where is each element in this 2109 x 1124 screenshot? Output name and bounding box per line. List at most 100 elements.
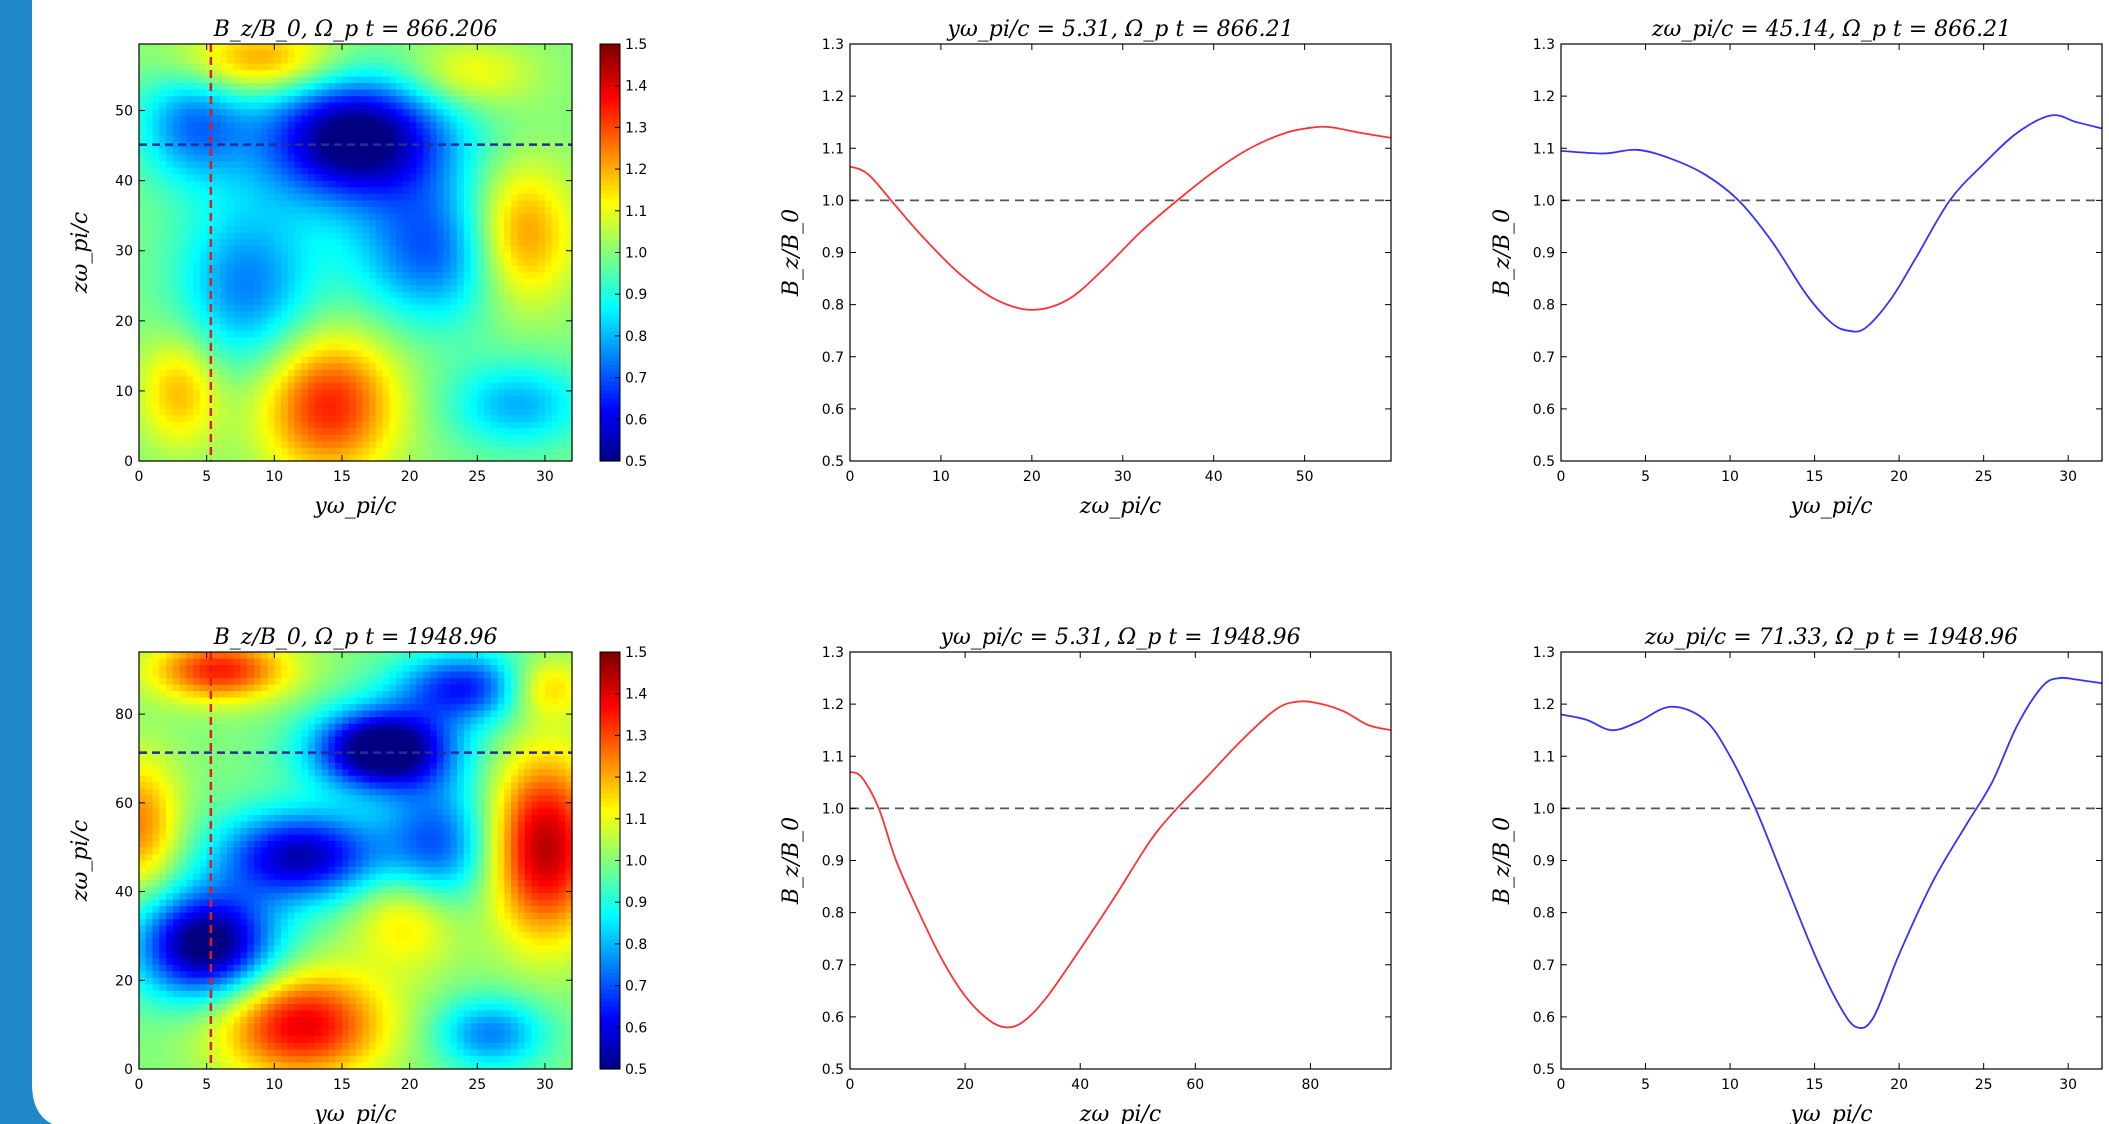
heatmap-cell xyxy=(382,50,390,58)
heatmap-cell xyxy=(450,193,458,201)
heatmap-cell xyxy=(396,115,404,123)
heatmap-cell xyxy=(152,1010,160,1018)
heatmap-cell xyxy=(429,245,438,254)
heatmap-cell xyxy=(267,89,275,97)
heatmap-cell xyxy=(551,213,560,221)
heatmap-cell xyxy=(314,369,323,377)
heatmap-cell xyxy=(193,454,201,462)
heatmap-cell xyxy=(193,343,201,351)
heatmap-cell xyxy=(531,200,539,208)
heatmap-cell xyxy=(145,1049,154,1057)
heatmap-cell xyxy=(375,109,384,117)
heatmap-cell xyxy=(186,187,194,195)
heatmap-cell xyxy=(172,945,181,953)
heatmap-cell xyxy=(199,154,208,162)
heatmap-cell xyxy=(443,83,451,91)
heatmap-cell xyxy=(186,795,194,803)
heatmap-cell xyxy=(301,298,309,306)
heatmap-cell xyxy=(348,402,357,410)
heatmap-cell xyxy=(199,389,208,397)
heatmap-cell xyxy=(145,1062,154,1070)
heatmap-cell xyxy=(139,350,147,358)
heatmap-cell xyxy=(409,44,417,52)
heatmap-cell xyxy=(159,441,167,449)
heatmap-cell xyxy=(328,298,336,306)
heatmap-cell xyxy=(369,206,377,215)
heatmap-cell xyxy=(565,70,573,78)
heatmap-cell xyxy=(179,298,187,306)
heatmap-cell xyxy=(544,395,553,403)
heatmap-cell xyxy=(524,330,533,338)
heatmap-cell xyxy=(247,395,255,403)
heatmap-cell xyxy=(159,743,167,751)
heatmap-cell xyxy=(355,115,363,123)
heatmap-cell xyxy=(145,717,154,725)
heatmap-cell xyxy=(145,971,154,979)
heatmap-cell xyxy=(193,925,201,933)
heatmap-cell xyxy=(213,44,221,52)
heatmap-cell xyxy=(517,239,526,247)
heatmap-cell xyxy=(287,304,296,312)
heatmap-cell xyxy=(240,232,248,241)
heatmap-cell xyxy=(159,109,167,117)
heatmap-cell xyxy=(159,945,167,953)
heatmap-cell xyxy=(159,951,167,959)
heatmap-cell xyxy=(409,70,417,78)
heatmap-cell xyxy=(314,285,323,293)
heatmap-cell xyxy=(362,226,370,234)
heatmap-cell xyxy=(504,363,512,371)
heatmap-cell xyxy=(538,193,546,201)
heatmap-cell xyxy=(544,434,553,443)
heatmap-cell xyxy=(335,441,343,449)
heatmap-cell xyxy=(139,853,147,862)
heatmap-cell xyxy=(450,226,458,234)
heatmap-cell xyxy=(443,70,451,78)
heatmap-cell xyxy=(193,834,201,842)
heatmap-cell xyxy=(321,102,330,110)
heatmap-cell xyxy=(301,382,309,390)
heatmap-cell xyxy=(294,402,302,410)
heatmap-cell xyxy=(429,89,438,97)
heatmap-cell xyxy=(558,441,566,449)
heatmap-cell xyxy=(396,252,404,260)
heatmap-cell xyxy=(551,447,560,456)
heatmap-cell xyxy=(443,109,451,117)
heatmap-cell xyxy=(172,350,181,358)
heatmap-cell xyxy=(423,70,431,78)
heatmap-cell xyxy=(274,161,282,169)
heatmap-cell xyxy=(477,76,485,84)
heatmap-cell xyxy=(328,206,336,215)
heatmap-cell xyxy=(199,893,208,901)
heatmap-cell xyxy=(240,96,248,104)
heatmap-cell xyxy=(159,665,167,673)
heatmap-cell xyxy=(362,421,370,430)
heatmap-cell xyxy=(348,70,357,78)
heatmap-cell xyxy=(152,96,160,104)
heatmap-cell xyxy=(166,1036,174,1044)
heatmap-cell xyxy=(267,245,275,254)
heatmap-cell xyxy=(504,402,512,410)
heatmap-cell xyxy=(538,369,546,377)
heatmap-cell xyxy=(281,317,289,325)
heatmap-cell xyxy=(145,272,154,280)
heatmap-cell xyxy=(186,102,194,110)
heatmap-cell xyxy=(328,259,336,267)
heatmap-cell xyxy=(456,441,465,449)
heatmap-cell xyxy=(186,958,194,966)
heatmap-cell xyxy=(193,938,201,946)
heatmap-cell xyxy=(294,428,302,436)
heatmap-cell xyxy=(199,115,208,123)
heatmap-cell xyxy=(341,382,350,390)
heatmap-cell xyxy=(402,324,411,332)
heatmap-cell xyxy=(396,206,404,215)
heatmap-cell xyxy=(382,259,390,267)
heatmap-cell xyxy=(531,389,539,397)
heatmap-cell xyxy=(484,382,492,390)
colorbar-segment xyxy=(600,448,620,454)
heatmap-cell xyxy=(159,906,167,914)
colorbar-tick-label: 0.8 xyxy=(625,329,647,345)
heatmap-cell xyxy=(477,180,485,188)
heatmap-cell xyxy=(240,187,248,195)
heatmap-cell xyxy=(490,356,499,364)
heatmap-cell xyxy=(139,1042,147,1051)
